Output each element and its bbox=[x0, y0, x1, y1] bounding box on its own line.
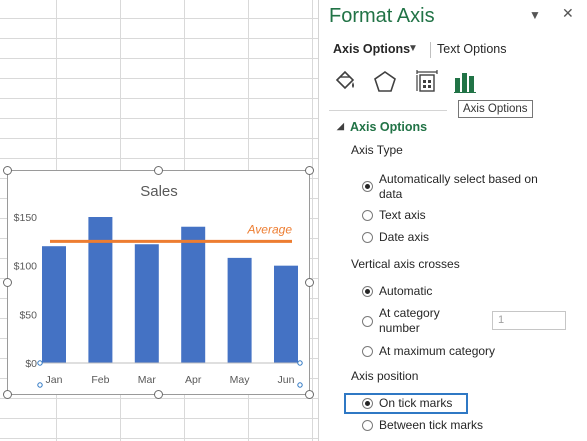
radio-crosses-max[interactable] bbox=[362, 346, 373, 357]
radio-crosses-automatic[interactable] bbox=[362, 286, 373, 297]
axis-options-bars-icon[interactable] bbox=[451, 68, 479, 96]
sales-chart[interactable]: Sales $0 $50 $100 $150 Average Jan Feb Mar Apr… bbox=[8, 171, 311, 396]
x-tick-label[interactable]: Feb bbox=[91, 374, 109, 386]
resize-handle-top-right[interactable] bbox=[305, 166, 314, 175]
resize-handle-bottom-right[interactable] bbox=[305, 390, 314, 399]
crosses-label: Vertical axis crosses bbox=[351, 257, 460, 271]
radio-on-tick-marks[interactable] bbox=[362, 398, 373, 409]
tab-dropdown-caret-icon[interactable]: ▼ bbox=[408, 43, 418, 54]
chart-title[interactable]: Sales bbox=[140, 183, 178, 200]
bar-jun[interactable] bbox=[274, 265, 298, 363]
radio-crosses-category-label[interactable]: At category number bbox=[379, 306, 440, 335]
axis-selection-handle bbox=[297, 382, 303, 388]
bar-apr[interactable] bbox=[181, 226, 206, 363]
radio-crosses-automatic-label[interactable]: Automatic bbox=[379, 284, 433, 298]
focus-ring bbox=[344, 393, 468, 414]
collapse-triangle-icon[interactable]: ◢ bbox=[337, 121, 344, 131]
resize-handle-top-left[interactable] bbox=[3, 166, 12, 175]
bar-jan[interactable] bbox=[42, 246, 66, 363]
y-tick-label[interactable]: $50 bbox=[19, 309, 37, 321]
y-tick-label[interactable]: $100 bbox=[14, 261, 38, 273]
section-title[interactable]: Axis Options bbox=[350, 120, 428, 134]
category-number-input[interactable]: 1 bbox=[492, 311, 566, 330]
bar-feb[interactable] bbox=[88, 217, 113, 363]
format-axis-pane: Format Axis ▼ ✕ Axis Options ▼ Text Opti… bbox=[318, 0, 587, 441]
axis-selection-handle bbox=[297, 360, 303, 366]
tab-axis-options[interactable]: Axis Options bbox=[333, 42, 411, 56]
fill-line-icon[interactable] bbox=[331, 68, 359, 96]
bar-mar[interactable] bbox=[134, 244, 159, 363]
tab-separator bbox=[430, 42, 431, 58]
chart-area[interactable]: Sales $0 $50 $100 $150 Average Jan Feb Mar Apr… bbox=[7, 170, 310, 395]
radio-on-tick-marks-label[interactable]: On tick marks bbox=[379, 396, 453, 410]
radio-auto-select[interactable] bbox=[362, 181, 373, 192]
axis-selection-handle bbox=[37, 382, 43, 388]
radio-between-tick-marks-label[interactable]: Between tick marks bbox=[379, 418, 484, 432]
x-tick-label[interactable]: Mar bbox=[138, 374, 157, 386]
resize-handle-top[interactable] bbox=[154, 166, 163, 175]
x-tick-label[interactable]: Jan bbox=[46, 374, 63, 386]
radio-text-axis-label[interactable]: Text axis bbox=[379, 208, 426, 222]
axis-selection-handle bbox=[37, 360, 43, 366]
y-tick-label[interactable]: $0 bbox=[25, 358, 37, 370]
resize-handle-bottom[interactable] bbox=[154, 390, 163, 399]
x-tick-label[interactable]: Jun bbox=[278, 374, 295, 386]
radio-date-axis-label[interactable]: Date axis bbox=[379, 230, 430, 244]
pane-divider bbox=[329, 110, 447, 111]
resize-handle-bottom-left[interactable] bbox=[3, 390, 12, 399]
x-tick-label[interactable]: Apr bbox=[185, 374, 202, 386]
radio-crosses-max-label[interactable]: At maximum category bbox=[379, 344, 496, 358]
x-axis-labels[interactable]: Jan Feb Mar Apr May Jun bbox=[46, 374, 295, 386]
radio-date-axis[interactable] bbox=[362, 232, 373, 243]
average-series[interactable]: Average bbox=[50, 222, 293, 243]
data-series-bars[interactable] bbox=[42, 217, 298, 363]
average-label[interactable]: Average bbox=[247, 222, 293, 236]
radio-text-axis[interactable] bbox=[362, 210, 373, 221]
radio-between-tick-marks[interactable] bbox=[362, 420, 373, 431]
pane-title: Format Axis bbox=[329, 5, 435, 27]
spreadsheet-grid[interactable]: Sales $0 $50 $100 $150 Average Jan Feb Mar Apr… bbox=[0, 0, 318, 441]
radio-crosses-category[interactable] bbox=[362, 316, 373, 327]
pane-options-chevron-icon[interactable]: ▼ bbox=[529, 8, 541, 22]
axis-type-label: Axis Type bbox=[351, 143, 403, 157]
y-tick-label[interactable]: $150 bbox=[14, 212, 38, 224]
radio-auto-select-label[interactable]: Automatically select based on data bbox=[379, 172, 538, 201]
resize-handle-left[interactable] bbox=[3, 278, 12, 287]
axis-selection-handles bbox=[37, 360, 303, 388]
size-properties-icon[interactable] bbox=[413, 68, 441, 96]
resize-handle-right[interactable] bbox=[305, 278, 314, 287]
close-icon[interactable]: ✕ bbox=[562, 5, 574, 21]
y-axis-labels[interactable]: $0 $50 $100 $150 bbox=[14, 212, 38, 370]
x-tick-label[interactable]: May bbox=[230, 374, 251, 386]
effects-pentagon-icon[interactable] bbox=[371, 68, 399, 96]
tab-text-options[interactable]: Text Options bbox=[437, 42, 507, 56]
bar-may[interactable] bbox=[227, 257, 252, 363]
axis-position-label: Axis position bbox=[351, 369, 419, 383]
axis-options-tooltip: Axis Options bbox=[458, 100, 533, 118]
